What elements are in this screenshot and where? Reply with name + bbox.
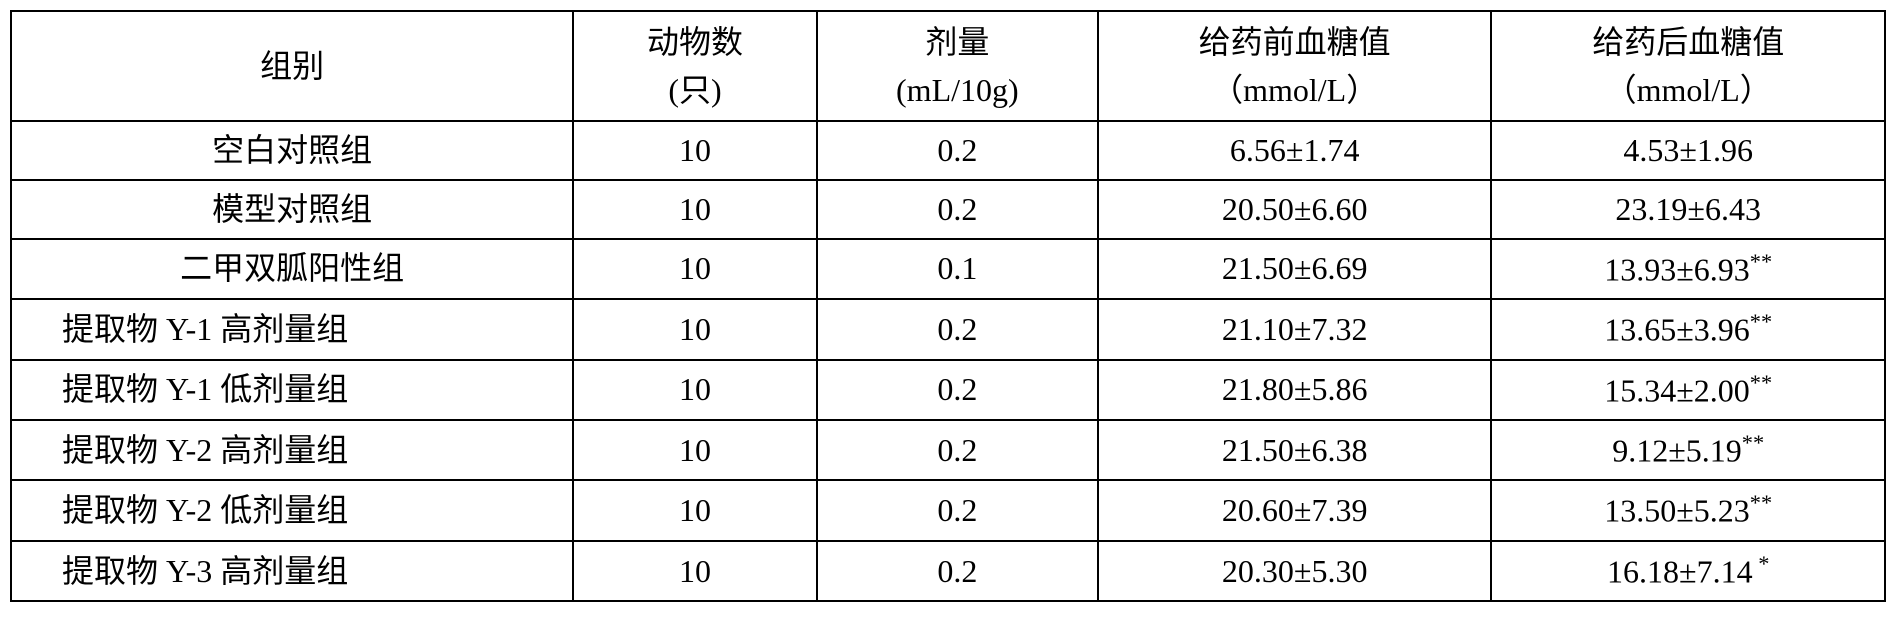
blood-glucose-table: 组别 动物数 (只) 剂量 (mL/10g) 给药前血糖值 （mmol/L） 给… bbox=[10, 10, 1886, 602]
header-group: 组别 bbox=[11, 11, 573, 121]
significance-marker: ** bbox=[1750, 309, 1772, 334]
significance-marker: * bbox=[1753, 551, 1770, 576]
cell-before: 20.30±5.30 bbox=[1098, 541, 1492, 601]
cell-after-value: 13.93±6.93 bbox=[1604, 251, 1750, 287]
table-row: 二甲双胍阳性组100.121.50±6.6913.93±6.93** bbox=[11, 239, 1885, 299]
header-after: 给药后血糖值 （mmol/L） bbox=[1491, 11, 1885, 121]
cell-after: 16.18±7.14 * bbox=[1491, 541, 1885, 601]
cell-before: 21.10±7.32 bbox=[1098, 299, 1492, 359]
cell-dose: 0.2 bbox=[817, 299, 1098, 359]
table-body: 空白对照组100.26.56±1.744.53±1.96模型对照组100.220… bbox=[11, 121, 1885, 601]
cell-dose: 0.2 bbox=[817, 480, 1098, 540]
cell-after-value: 13.50±5.23 bbox=[1604, 493, 1750, 529]
header-animals-line2: (只) bbox=[578, 66, 812, 114]
cell-animals: 10 bbox=[573, 360, 817, 420]
cell-animals: 10 bbox=[573, 239, 817, 299]
cell-after: 13.65±3.96** bbox=[1491, 299, 1885, 359]
cell-animals: 10 bbox=[573, 420, 817, 480]
cell-before: 6.56±1.74 bbox=[1098, 121, 1492, 180]
cell-group: 提取物 Y-1 低剂量组 bbox=[11, 360, 573, 420]
cell-after-value: 16.18±7.14 bbox=[1607, 554, 1753, 590]
cell-group: 二甲双胍阳性组 bbox=[11, 239, 573, 299]
header-row: 组别 动物数 (只) 剂量 (mL/10g) 给药前血糖值 （mmol/L） 给… bbox=[11, 11, 1885, 121]
header-after-line1: 给药后血糖值 bbox=[1496, 18, 1880, 66]
cell-dose: 0.2 bbox=[817, 180, 1098, 239]
table-row: 空白对照组100.26.56±1.74 4.53±1.96 bbox=[11, 121, 1885, 180]
cell-before: 21.80±5.86 bbox=[1098, 360, 1492, 420]
cell-after: 23.19±6.43 bbox=[1491, 180, 1885, 239]
header-after-line2: （mmol/L） bbox=[1496, 66, 1880, 114]
table-header: 组别 动物数 (只) 剂量 (mL/10g) 给药前血糖值 （mmol/L） 给… bbox=[11, 11, 1885, 121]
cell-before: 21.50±6.69 bbox=[1098, 239, 1492, 299]
cell-animals: 10 bbox=[573, 121, 817, 180]
cell-after-value: 23.19±6.43 bbox=[1615, 191, 1761, 227]
header-animals: 动物数 (只) bbox=[573, 11, 817, 121]
cell-group: 提取物 Y-2 低剂量组 bbox=[11, 480, 573, 540]
cell-animals: 10 bbox=[573, 541, 817, 601]
header-before-line1: 给药前血糖值 bbox=[1103, 18, 1487, 66]
table-row: 提取物 Y-2 高剂量组100.221.50±6.389.12±5.19** bbox=[11, 420, 1885, 480]
cell-after-value: 15.34±2.00 bbox=[1604, 372, 1750, 408]
cell-after-value: 4.53±1.96 bbox=[1623, 132, 1753, 168]
cell-dose: 0.2 bbox=[817, 121, 1098, 180]
table-row: 提取物 Y-1 高剂量组100.221.10±7.3213.65±3.96** bbox=[11, 299, 1885, 359]
header-before: 给药前血糖值 （mmol/L） bbox=[1098, 11, 1492, 121]
table-row: 提取物 Y-1 低剂量组100.221.80±5.8615.34±2.00** bbox=[11, 360, 1885, 420]
header-dose-line1: 剂量 bbox=[822, 18, 1093, 66]
cell-dose: 0.2 bbox=[817, 420, 1098, 480]
cell-before: 21.50±6.38 bbox=[1098, 420, 1492, 480]
significance-marker: ** bbox=[1742, 430, 1764, 455]
cell-group: 提取物 Y-1 高剂量组 bbox=[11, 299, 573, 359]
header-dose-line2: (mL/10g) bbox=[822, 66, 1093, 114]
cell-after-value: 9.12±5.19 bbox=[1612, 433, 1742, 469]
header-before-line2: （mmol/L） bbox=[1103, 66, 1487, 114]
cell-after: 15.34±2.00** bbox=[1491, 360, 1885, 420]
cell-before: 20.50±6.60 bbox=[1098, 180, 1492, 239]
cell-before: 20.60±7.39 bbox=[1098, 480, 1492, 540]
table-row: 模型对照组100.220.50±6.60 23.19±6.43 bbox=[11, 180, 1885, 239]
header-group-line1: 组别 bbox=[16, 42, 568, 90]
cell-after: 13.93±6.93** bbox=[1491, 239, 1885, 299]
cell-dose: 0.2 bbox=[817, 360, 1098, 420]
data-table-container: 组别 动物数 (只) 剂量 (mL/10g) 给药前血糖值 （mmol/L） 给… bbox=[10, 10, 1886, 602]
cell-animals: 10 bbox=[573, 299, 817, 359]
significance-marker: ** bbox=[1750, 249, 1772, 274]
significance-marker: ** bbox=[1750, 490, 1772, 515]
cell-group: 模型对照组 bbox=[11, 180, 573, 239]
cell-animals: 10 bbox=[573, 180, 817, 239]
table-row: 提取物 Y-3 高剂量组100.220.30±5.3016.18±7.14 * bbox=[11, 541, 1885, 601]
header-dose: 剂量 (mL/10g) bbox=[817, 11, 1098, 121]
cell-group: 空白对照组 bbox=[11, 121, 573, 180]
cell-animals: 10 bbox=[573, 480, 817, 540]
cell-after: 4.53±1.96 bbox=[1491, 121, 1885, 180]
significance-marker: ** bbox=[1750, 370, 1772, 395]
cell-dose: 0.2 bbox=[817, 541, 1098, 601]
cell-after: 9.12±5.19** bbox=[1491, 420, 1885, 480]
cell-dose: 0.1 bbox=[817, 239, 1098, 299]
table-row: 提取物 Y-2 低剂量组100.220.60±7.3913.50±5.23** bbox=[11, 480, 1885, 540]
cell-group: 提取物 Y-2 高剂量组 bbox=[11, 420, 573, 480]
cell-after-value: 13.65±3.96 bbox=[1604, 312, 1750, 348]
header-animals-line1: 动物数 bbox=[578, 18, 812, 66]
cell-after: 13.50±5.23** bbox=[1491, 480, 1885, 540]
cell-group: 提取物 Y-3 高剂量组 bbox=[11, 541, 573, 601]
